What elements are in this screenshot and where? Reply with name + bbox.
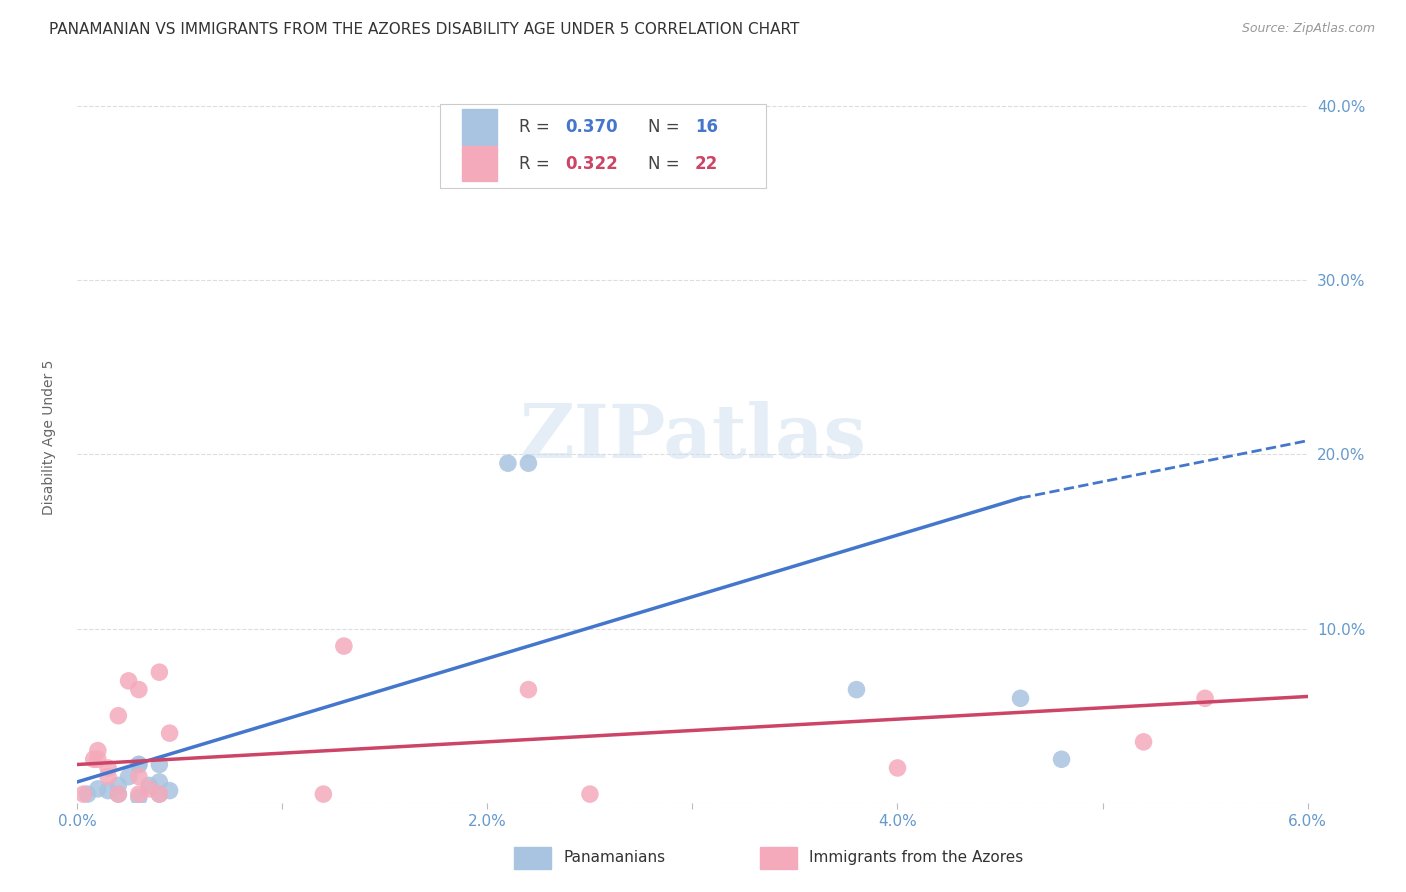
Bar	[463, 110, 496, 145]
Point	[148, 775, 170, 789]
Text: R =: R =	[519, 154, 555, 172]
Text: N =: N =	[648, 154, 685, 172]
Bar	[515, 847, 551, 869]
Point	[517, 456, 540, 470]
Point	[138, 781, 160, 796]
Point	[107, 787, 129, 801]
Point	[128, 682, 150, 697]
Point	[517, 682, 540, 697]
Point	[97, 761, 120, 775]
Point	[128, 787, 150, 801]
Point	[128, 770, 150, 784]
Y-axis label: Disability Age Under 5: Disability Age Under 5	[42, 359, 56, 515]
Text: Panamanians: Panamanians	[564, 850, 665, 865]
Point	[579, 787, 602, 801]
Point	[148, 787, 170, 801]
Point	[128, 790, 150, 805]
Point	[87, 752, 110, 766]
Point	[886, 761, 908, 775]
Point	[148, 665, 170, 680]
Point	[117, 673, 139, 688]
Point	[148, 787, 170, 801]
Point	[87, 781, 110, 796]
Point	[83, 752, 105, 766]
Point	[107, 708, 129, 723]
Point	[107, 778, 129, 792]
Point	[1132, 735, 1154, 749]
Point	[72, 787, 94, 801]
Point	[97, 783, 120, 797]
Point	[97, 770, 120, 784]
FancyBboxPatch shape	[440, 104, 766, 188]
Point	[148, 757, 170, 772]
Point	[117, 770, 139, 784]
Text: ZIPatlas: ZIPatlas	[519, 401, 866, 474]
Point	[159, 726, 181, 740]
Text: 16: 16	[695, 118, 718, 136]
Point	[845, 682, 868, 697]
Point	[1194, 691, 1216, 706]
Bar	[463, 146, 496, 181]
Point	[76, 787, 98, 801]
Point	[87, 743, 110, 757]
Text: R =: R =	[519, 118, 555, 136]
Text: Immigrants from the Azores: Immigrants from the Azores	[810, 850, 1024, 865]
Point	[333, 639, 356, 653]
Point	[1010, 691, 1032, 706]
Point	[138, 778, 160, 792]
Point	[128, 757, 150, 772]
Text: 0.370: 0.370	[565, 118, 619, 136]
Point	[159, 783, 181, 797]
Point	[107, 787, 129, 801]
Point	[312, 787, 335, 801]
Text: 0.322: 0.322	[565, 154, 619, 172]
Bar	[761, 847, 797, 869]
Text: Source: ZipAtlas.com: Source: ZipAtlas.com	[1241, 22, 1375, 36]
Text: 22: 22	[695, 154, 718, 172]
Point	[128, 757, 150, 772]
Point	[496, 456, 519, 470]
Text: N =: N =	[648, 118, 685, 136]
Point	[1050, 752, 1073, 766]
Text: PANAMANIAN VS IMMIGRANTS FROM THE AZORES DISABILITY AGE UNDER 5 CORRELATION CHAR: PANAMANIAN VS IMMIGRANTS FROM THE AZORES…	[49, 22, 800, 37]
